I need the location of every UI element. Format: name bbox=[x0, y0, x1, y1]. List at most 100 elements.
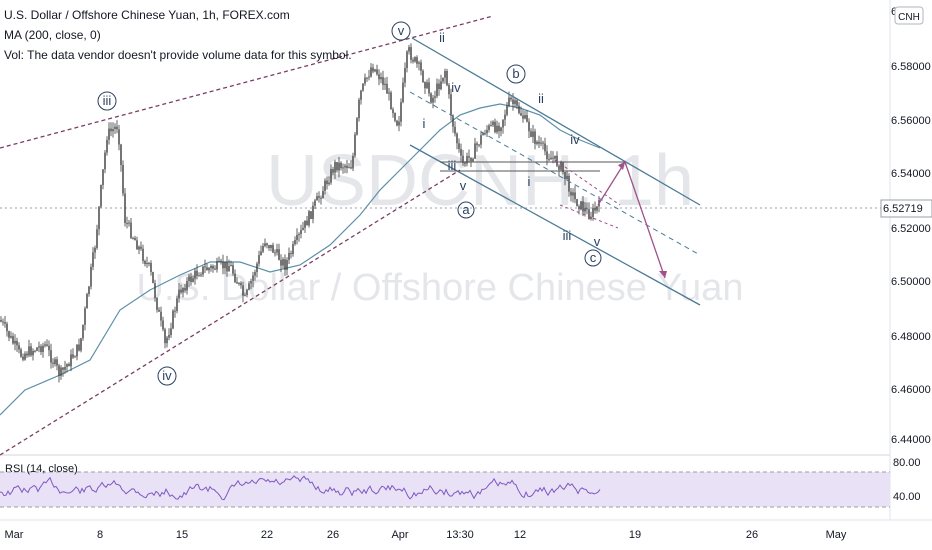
wave-b-label: b bbox=[512, 66, 519, 81]
candle-body bbox=[58, 365, 60, 376]
candle-body bbox=[4, 322, 6, 324]
candle-body bbox=[90, 267, 92, 287]
candle-body bbox=[190, 276, 192, 282]
sub-channel-bottom[interactable] bbox=[559, 204, 619, 229]
candle-body bbox=[30, 346, 32, 356]
candle-body bbox=[558, 165, 560, 170]
candle-body bbox=[402, 82, 404, 103]
currency-badge[interactable] bbox=[894, 6, 924, 25]
candle-body bbox=[266, 243, 268, 246]
candle-body bbox=[184, 288, 186, 291]
wave-c-circle bbox=[584, 249, 602, 267]
down-channel-mid[interactable] bbox=[409, 91, 701, 256]
time-axis[interactable]: Mar 8 15 22 26 Apr 13:30 12 19 26 May bbox=[5, 529, 847, 541]
candle-body bbox=[254, 272, 256, 276]
down-channel-bottom[interactable] bbox=[409, 144, 701, 306]
candle-body bbox=[294, 240, 296, 245]
candle-body bbox=[60, 367, 62, 376]
candle-body bbox=[320, 197, 322, 199]
candle-body bbox=[442, 77, 444, 82]
candle-body bbox=[28, 346, 30, 356]
candle-body bbox=[520, 113, 522, 116]
candle-body bbox=[138, 246, 140, 250]
candle-body bbox=[16, 340, 18, 346]
lower-channel-line[interactable] bbox=[0, 169, 461, 456]
candle-body bbox=[80, 338, 82, 351]
candle-body bbox=[208, 268, 210, 271]
candle-body bbox=[12, 336, 14, 344]
candle-body bbox=[212, 265, 214, 269]
candle-body bbox=[144, 260, 146, 264]
candle-body bbox=[324, 180, 326, 191]
candle-body bbox=[110, 128, 112, 132]
candle-body bbox=[410, 47, 412, 60]
upper-channel-line[interactable] bbox=[0, 15, 494, 149]
candle-body bbox=[330, 169, 332, 183]
candle-body bbox=[532, 131, 534, 137]
candle-body bbox=[156, 297, 158, 310]
candle-body bbox=[248, 283, 250, 290]
down-channel-top[interactable] bbox=[411, 37, 701, 206]
candle-body bbox=[280, 259, 282, 266]
candle-body bbox=[494, 121, 496, 133]
candle-body bbox=[236, 282, 238, 284]
candle-body bbox=[476, 143, 478, 145]
candle-body bbox=[172, 310, 174, 329]
currency-badge-label: CNH bbox=[898, 12, 920, 23]
candle-body bbox=[268, 245, 270, 248]
candle-body bbox=[538, 141, 540, 144]
candle-body bbox=[556, 155, 558, 166]
candle-body bbox=[10, 336, 12, 338]
candles bbox=[0, 43, 600, 383]
time-tick: 22 bbox=[261, 529, 273, 541]
candle-body bbox=[594, 207, 596, 211]
candle-body bbox=[216, 261, 218, 270]
candle-body bbox=[162, 320, 164, 330]
candle-body bbox=[182, 288, 184, 293]
wave-iv-b-label: iv bbox=[570, 132, 580, 147]
price-axis[interactable]: 6 6.58000 6.56000 6.54000 6.52000 6.5000… bbox=[891, 6, 931, 503]
candle-body bbox=[420, 62, 422, 71]
price-tick: 6.54000 bbox=[891, 168, 931, 180]
candle-body bbox=[430, 93, 432, 103]
candle-body bbox=[470, 157, 472, 162]
rsi-tick: 40.00 bbox=[893, 491, 921, 503]
candle-body bbox=[444, 71, 446, 78]
candle-body bbox=[102, 169, 104, 185]
candle-body bbox=[412, 59, 414, 62]
candle-body bbox=[222, 261, 224, 269]
candle-body bbox=[32, 351, 34, 356]
time-tick: 15 bbox=[176, 529, 188, 541]
candle-body bbox=[178, 289, 180, 299]
candle-body bbox=[578, 206, 580, 210]
price-tick: 6.52000 bbox=[891, 223, 931, 235]
candle-body bbox=[122, 165, 124, 194]
projection-arrowhead-up bbox=[618, 162, 625, 170]
candle-body bbox=[232, 265, 234, 274]
candle-body bbox=[580, 201, 582, 210]
candle-body bbox=[526, 115, 528, 122]
candle-body bbox=[592, 207, 594, 217]
candle-body bbox=[450, 94, 452, 116]
candle-body bbox=[160, 311, 162, 321]
time-tick: 8 bbox=[97, 529, 103, 541]
candle-body bbox=[332, 169, 334, 173]
rsi-line bbox=[0, 475, 601, 501]
candle-body bbox=[436, 83, 438, 97]
wave-ii-b-label: ii bbox=[538, 91, 544, 106]
volume-note: Vol: The data vendor doesn't provide vol… bbox=[4, 48, 352, 62]
candle-body bbox=[390, 92, 392, 110]
wave-iii-circle bbox=[97, 91, 117, 111]
candle-body bbox=[384, 83, 386, 85]
candle-body bbox=[34, 350, 36, 352]
candle-body bbox=[564, 172, 566, 179]
candle-body bbox=[356, 118, 358, 135]
watermark-symbol: USDCNH, 1h bbox=[266, 141, 694, 221]
sub-channel-top[interactable] bbox=[554, 159, 621, 206]
candle-body bbox=[522, 115, 524, 119]
time-tick: 12 bbox=[514, 529, 526, 541]
candle-body bbox=[398, 121, 400, 126]
candle-body bbox=[258, 255, 260, 264]
candle-body bbox=[296, 235, 298, 240]
